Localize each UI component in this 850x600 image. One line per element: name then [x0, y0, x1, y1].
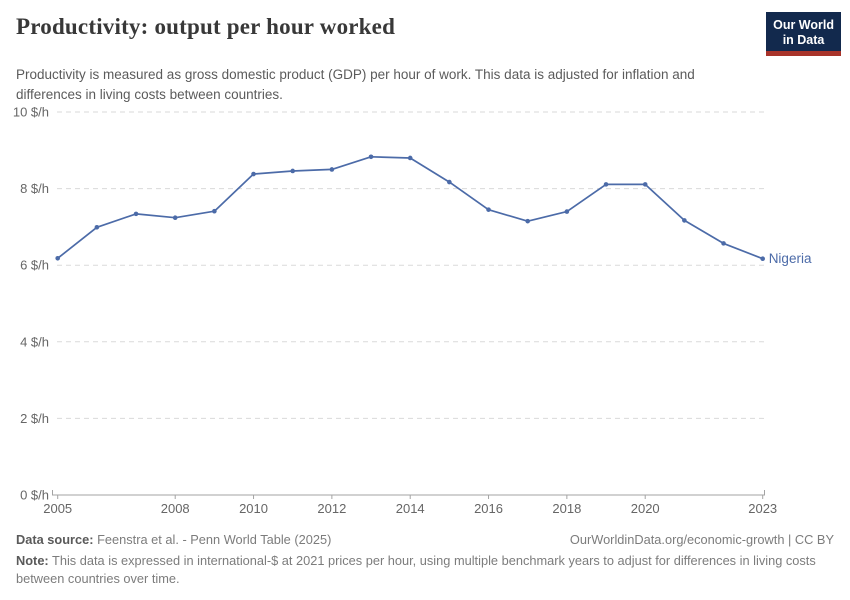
page-title: Productivity: output per hour worked [16, 14, 396, 39]
data-point [290, 168, 296, 174]
data-point [212, 208, 217, 214]
chart-header: Productivity: output per hour worked Our… [0, 0, 850, 56]
productivity-line-chart: 0 $/h 2 $/h 4 $/h 6 $/h 8 $/h 10 $/h 2005 2008 2… [13, 105, 812, 517]
y-tick-label: 2 $/h [20, 411, 49, 426]
chart-note: Note: This data is expressed in internat… [16, 552, 834, 588]
x-tick-label: 2016 [474, 501, 503, 516]
data-source-text: Feenstra et al. - Penn World Table (2025… [93, 532, 332, 547]
data-line [56, 155, 764, 260]
x-tick-label: 2005 [43, 501, 72, 516]
data-point [603, 182, 609, 187]
y-tick-label: 8 $/h [20, 181, 49, 196]
chart-subtitle: Productivity is measured as gross domest… [16, 67, 695, 102]
data-point [642, 182, 648, 187]
owid-logo-line1: Our World [773, 18, 834, 32]
x-tick-label: 2023 [748, 501, 777, 516]
data-source: Data source: Feenstra et al. - Penn Worl… [16, 531, 331, 549]
x-tick-label: 2018 [552, 501, 581, 516]
data-point [486, 207, 491, 212]
data-point [329, 167, 335, 172]
data-point [55, 256, 60, 261]
y-tick-label: 0 $/h [20, 488, 49, 503]
y-tick-label: 6 $/h [20, 258, 49, 273]
owid-logo[interactable]: Our World in Data [766, 12, 841, 56]
x-tick-label: 2014 [396, 501, 425, 516]
data-point [407, 155, 413, 161]
owid-link[interactable]: OurWorldinData.org/economic-growth | CC … [569, 532, 834, 547]
data-point [368, 154, 374, 160]
data-point [682, 218, 687, 223]
x-tick-label: 2012 [317, 501, 346, 516]
y-tick-label: 10 $/h [13, 105, 49, 120]
chart-footer: Data source: Feenstra et al. - Penn Worl… [16, 531, 834, 588]
data-point [172, 215, 178, 221]
x-tick-label: 2008 [161, 501, 190, 516]
data-point [94, 224, 100, 230]
owid-logo-line2: in Data [782, 33, 825, 47]
data-point [447, 179, 452, 185]
data-point [760, 256, 765, 261]
x-tick-label: 2010 [239, 501, 268, 516]
data-point [133, 211, 139, 217]
series-end-label: Nigeria [769, 251, 812, 266]
y-tick-label: 4 $/h [20, 334, 49, 349]
data-source-label: Data source: [16, 532, 94, 547]
x-tick-label: 2020 [631, 501, 660, 516]
note-label: Note: [16, 552, 49, 568]
data-point [251, 171, 256, 177]
note-text: This data is expressed in international-… [16, 552, 816, 586]
data-point [564, 209, 570, 214]
data-point [721, 241, 726, 246]
data-point [525, 218, 530, 224]
